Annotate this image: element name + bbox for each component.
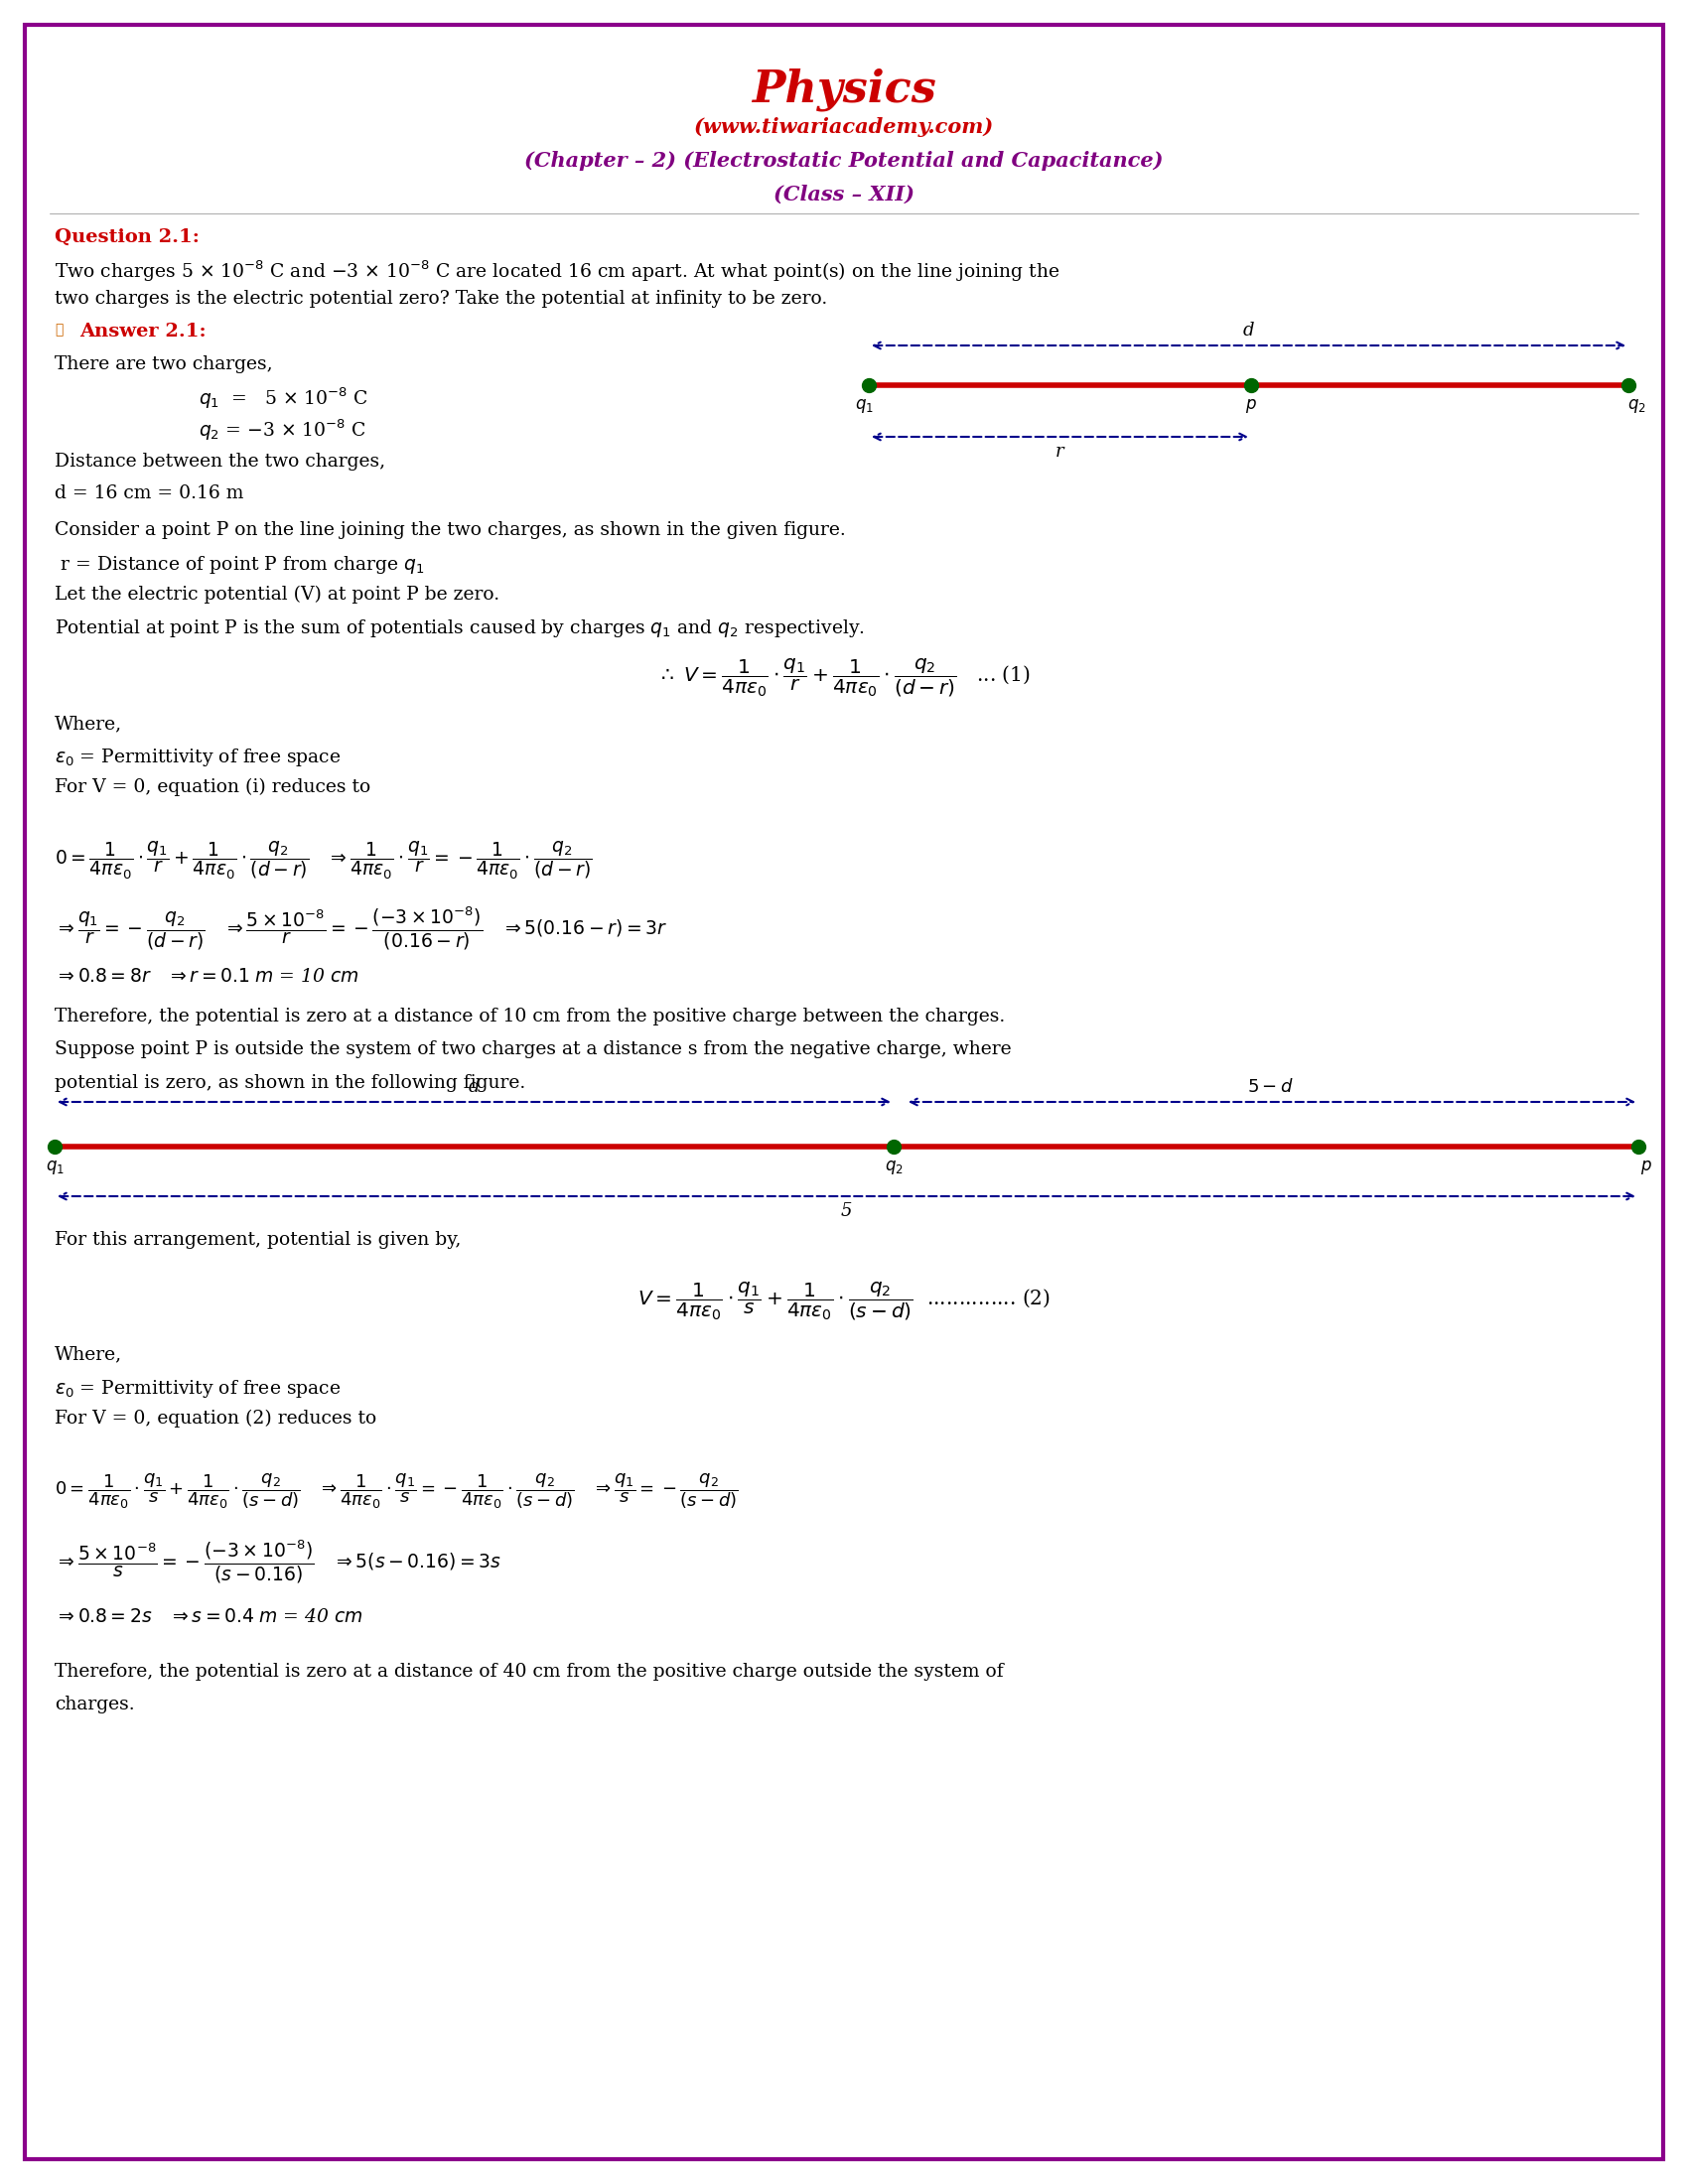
Text: d: d — [468, 1079, 479, 1096]
Text: (Class – XII): (Class – XII) — [773, 186, 915, 205]
Text: 5: 5 — [841, 1201, 852, 1221]
Text: There are two charges,: There are two charges, — [54, 356, 273, 373]
Text: Let the electric potential (V) at point P be zero.: Let the electric potential (V) at point … — [54, 585, 500, 603]
Text: Answer 2.1:: Answer 2.1: — [79, 323, 206, 341]
Text: (www.tiwariacademy.com): (www.tiwariacademy.com) — [694, 118, 994, 138]
Text: Suppose point P is outside the system of two charges at a distance s from the ne: Suppose point P is outside the system of… — [54, 1040, 1011, 1059]
Text: $\Rightarrow \dfrac{q_1}{r} = -\dfrac{q_2}{(d-r)}$   $\Rightarrow \dfrac{5 \time: $\Rightarrow \dfrac{q_1}{r} = -\dfrac{q_… — [54, 906, 667, 952]
Text: $q_2$: $q_2$ — [1627, 397, 1646, 415]
Text: $\Rightarrow 0.8 = 2s$   $\Rightarrow s = 0.4\;m$ = 40 $cm$: $\Rightarrow 0.8 = 2s$ $\Rightarrow s = … — [54, 1607, 363, 1627]
Text: $\varepsilon_0$ = Permittivity of free space: $\varepsilon_0$ = Permittivity of free s… — [54, 747, 341, 769]
Text: $\Rightarrow 0.8 = 8r$   $\Rightarrow r = 0.1\;m$ = 10 $cm$: $\Rightarrow 0.8 = 8r$ $\Rightarrow r = … — [54, 968, 360, 985]
Text: charges.: charges. — [54, 1695, 135, 1714]
Text: $0 = \dfrac{1}{4\pi\varepsilon_0}\cdot\dfrac{q_1}{s} + \dfrac{1}{4\pi\varepsilon: $0 = \dfrac{1}{4\pi\varepsilon_0}\cdot\d… — [54, 1472, 738, 1511]
Text: For V = 0, equation (2) reduces to: For V = 0, equation (2) reduces to — [54, 1409, 376, 1428]
Text: Question 2.1:: Question 2.1: — [54, 229, 199, 247]
Text: $V = \dfrac{1}{4\pi\varepsilon_0}\cdot\dfrac{q_1}{s} + \dfrac{1}{4\pi\varepsilon: $V = \dfrac{1}{4\pi\varepsilon_0}\cdot\d… — [638, 1280, 1050, 1324]
Text: $\therefore\; V = \dfrac{1}{4\pi\varepsilon_0}\cdot\dfrac{q_1}{r} + \dfrac{1}{4\: $\therefore\; V = \dfrac{1}{4\pi\varepsi… — [657, 657, 1031, 699]
Text: $q_1$: $q_1$ — [854, 397, 873, 415]
Text: potential is zero, as shown in the following figure.: potential is zero, as shown in the follo… — [54, 1075, 525, 1092]
Text: Therefore, the potential is zero at a distance of 10 cm from the positive charge: Therefore, the potential is zero at a di… — [54, 1007, 1004, 1026]
Text: Consider a point P on the line joining the two charges, as shown in the given fi: Consider a point P on the line joining t… — [54, 522, 846, 539]
Text: $q_2$ = $-$3 $\times$ 10$^{-8}$ C: $q_2$ = $-$3 $\times$ 10$^{-8}$ C — [199, 417, 366, 441]
Text: For V = 0, equation (i) reduces to: For V = 0, equation (i) reduces to — [54, 778, 371, 797]
Text: For this arrangement, potential is given by,: For this arrangement, potential is given… — [54, 1232, 461, 1249]
Text: d = 16 cm = 0.16 m: d = 16 cm = 0.16 m — [54, 485, 243, 502]
Text: Where,: Where, — [54, 714, 122, 732]
Text: $0 = \dfrac{1}{4\pi\varepsilon_0}\cdot\dfrac{q_1}{r} + \dfrac{1}{4\pi\varepsilon: $0 = \dfrac{1}{4\pi\varepsilon_0}\cdot\d… — [54, 839, 592, 880]
Text: $5 - d$: $5 - d$ — [1247, 1079, 1295, 1096]
Text: $q_2$: $q_2$ — [885, 1158, 903, 1177]
Text: Two charges 5 $\times$ 10$^{-8}$ C and $-$3 $\times$ 10$^{-8}$ C are located 16 : Two charges 5 $\times$ 10$^{-8}$ C and $… — [54, 258, 1060, 284]
Text: r = Distance of point P from charge $q_1$: r = Distance of point P from charge $q_1… — [54, 555, 425, 577]
Text: $\Rightarrow \dfrac{5 \times 10^{-8}}{s} = -\dfrac{(-3 \times 10^{-8})}{(s-0.16): $\Rightarrow \dfrac{5 \times 10^{-8}}{s}… — [54, 1540, 501, 1586]
Text: 🕯: 🕯 — [54, 323, 62, 336]
Text: r: r — [1055, 443, 1063, 461]
Text: Potential at point P is the sum of potentials caused by charges $q_1$ and $q_2$ : Potential at point P is the sum of poten… — [54, 618, 864, 640]
Text: Distance between the two charges,: Distance between the two charges, — [54, 452, 385, 470]
Text: (Chapter – 2) (Electrostatic Potential and Capacitance): (Chapter – 2) (Electrostatic Potential a… — [525, 151, 1163, 170]
Text: $\varepsilon_0$ = Permittivity of free space: $\varepsilon_0$ = Permittivity of free s… — [54, 1378, 341, 1400]
Text: Where,: Where, — [54, 1345, 122, 1363]
Text: two charges is the electric potential zero? Take the potential at infinity to be: two charges is the electric potential ze… — [54, 290, 827, 308]
Text: $q_1$  =   5 $\times$ 10$^{-8}$ C: $q_1$ = 5 $\times$ 10$^{-8}$ C — [199, 384, 368, 411]
Text: $q_1$: $q_1$ — [46, 1158, 64, 1177]
Text: Therefore, the potential is zero at a distance of 40 cm from the positive charge: Therefore, the potential is zero at a di… — [54, 1662, 1003, 1682]
Text: $p$: $p$ — [1246, 397, 1258, 415]
Text: d: d — [1242, 321, 1254, 339]
Text: Physics: Physics — [751, 68, 937, 111]
Text: $p$: $p$ — [1641, 1158, 1653, 1177]
